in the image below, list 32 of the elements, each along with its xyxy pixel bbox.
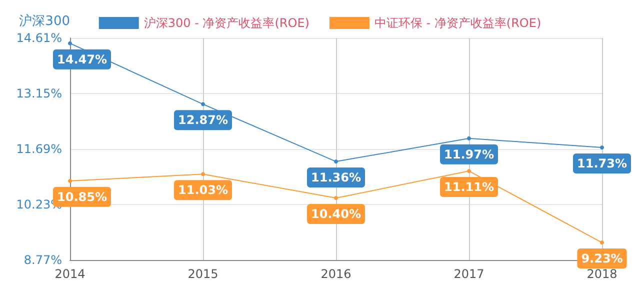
x-tick-label: 2018 [586,267,618,281]
data-label: 11.36% [311,170,361,185]
point [201,102,205,106]
x-tick-label: 2015 [188,267,218,281]
point [334,160,338,164]
y-tick-label: 14.61% [16,31,62,45]
point [68,41,72,46]
data-label: 9.23% [581,252,623,266]
point [467,169,471,174]
point [201,172,205,176]
y-tick-label: 11.69% [16,142,62,156]
x-tick-label: 2017 [454,267,484,281]
point [68,178,72,183]
y-tick-label: 8.77% [24,253,62,267]
data-label: 11.03% [178,183,228,198]
data-label: 12.87% [178,113,228,128]
data-label: 14.47% [57,52,107,66]
point [600,145,604,150]
legend-label: 中证环保 - 净资产收益率(ROE) [374,16,542,30]
y-axis-title: 沪深300 [19,13,70,29]
data-label: 10.85% [57,190,107,204]
point [467,136,471,140]
data-label: 11.97% [444,147,494,162]
legend-label: 沪深300 - 净资产收益率(ROE) [144,16,310,30]
x-tick-label: 2014 [54,267,86,281]
point [334,196,338,200]
data-label: 10.40% [311,207,361,222]
data-label: 11.11% [444,180,494,194]
data-label: 11.73% [577,156,627,170]
point [600,240,604,245]
y-tick-label: 13.15% [16,86,62,100]
x-tick-label: 2016 [320,267,352,281]
